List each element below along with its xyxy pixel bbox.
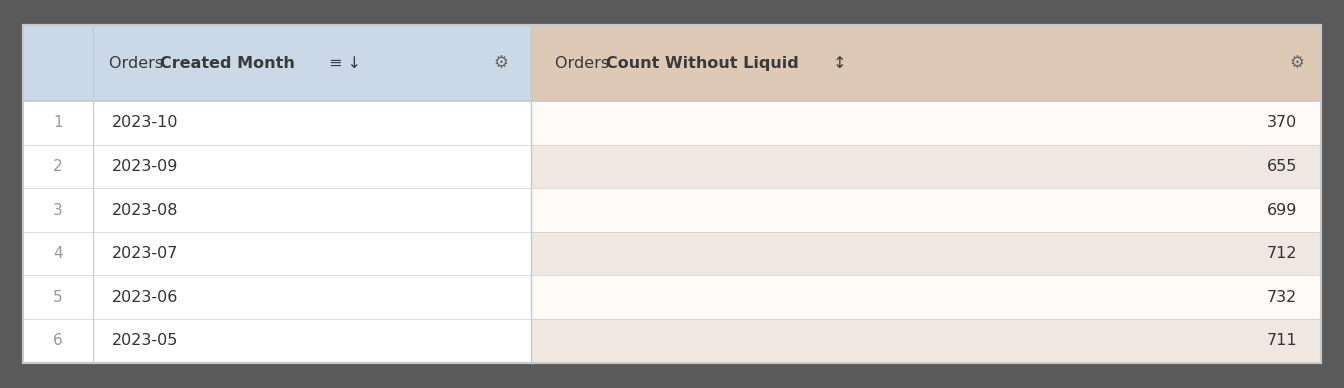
Bar (531, 145, 1321, 188)
Bar (23, 319, 531, 363)
Bar (23, 145, 531, 188)
Text: 2023-06: 2023-06 (112, 290, 177, 305)
Text: ⚙: ⚙ (1289, 54, 1305, 72)
Bar (531, 275, 1321, 319)
Bar (531, 188, 1321, 232)
Bar (23, 188, 531, 232)
Text: 2023-09: 2023-09 (112, 159, 177, 174)
Bar (23, 25, 531, 101)
Bar (531, 25, 1321, 101)
Text: 712: 712 (1266, 246, 1297, 261)
Text: 3: 3 (52, 203, 63, 218)
Text: 5: 5 (52, 290, 63, 305)
Text: ↕: ↕ (828, 55, 847, 71)
Text: 699: 699 (1266, 203, 1297, 218)
Text: 711: 711 (1266, 333, 1297, 348)
Text: 2: 2 (52, 159, 63, 174)
Bar (23, 25, 1321, 363)
Text: ≡ ↓: ≡ ↓ (324, 55, 362, 71)
Text: 2023-10: 2023-10 (112, 115, 177, 130)
Text: 2023-07: 2023-07 (112, 246, 177, 261)
Bar (23, 275, 531, 319)
Text: 732: 732 (1266, 290, 1297, 305)
Text: 655: 655 (1266, 159, 1297, 174)
Bar (531, 319, 1321, 363)
Bar (23, 232, 531, 275)
Text: Count Without Liquid: Count Without Liquid (606, 55, 798, 71)
Text: ⚙: ⚙ (493, 54, 509, 72)
Text: Orders: Orders (555, 55, 614, 71)
Text: 2023-05: 2023-05 (112, 333, 177, 348)
Bar (23, 25, 1321, 363)
Text: Created Month: Created Month (160, 55, 294, 71)
Text: 1: 1 (52, 115, 63, 130)
Text: 4: 4 (52, 246, 63, 261)
Text: 2023-08: 2023-08 (112, 203, 177, 218)
Bar (531, 101, 1321, 145)
Bar (23, 101, 531, 145)
Text: 370: 370 (1266, 115, 1297, 130)
Text: 6: 6 (52, 333, 63, 348)
Text: Orders: Orders (109, 55, 168, 71)
Bar (531, 232, 1321, 275)
